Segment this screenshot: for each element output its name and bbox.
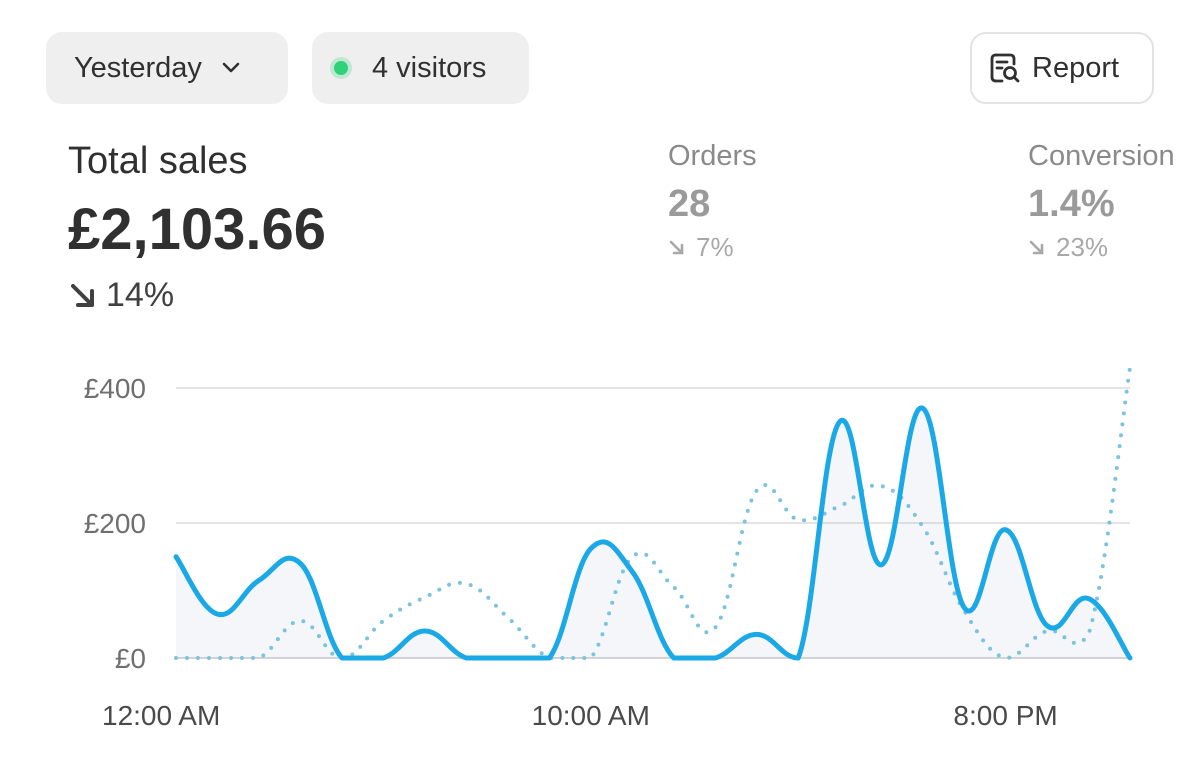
y-tick-label: £0 — [115, 643, 146, 674]
conversion-change: 23% — [1056, 232, 1109, 262]
conversion-value: 1.4% — [1028, 183, 1115, 225]
arrow-down-right-icon — [1029, 240, 1044, 254]
sales-area-fill — [176, 407, 1130, 658]
orders-label: Orders — [668, 140, 757, 172]
orders-value: 28 — [668, 183, 711, 225]
y-tick-label: £400 — [84, 373, 146, 404]
total-sales-change: 14% — [106, 276, 175, 314]
orders-trend: 7% — [668, 232, 734, 263]
conversion-trend: 23% — [1028, 232, 1108, 263]
report-label: Report — [1032, 51, 1120, 84]
arrow-down-right-icon — [71, 283, 94, 307]
total-sales-trend: 14% — [68, 276, 174, 315]
sales-line-chart: £400 £200 £0 12:00 AM 10:00 AM 8:00 PM — [84, 365, 1133, 731]
date-range-label: Yesterday — [74, 51, 202, 84]
chevron-down-icon — [222, 62, 240, 73]
x-tick-label: 12:00 AM — [102, 700, 220, 731]
y-axis-ticks: £400 £200 £0 — [84, 373, 146, 674]
conversion-label: Conversion — [1028, 140, 1175, 172]
sales-series-line — [173, 405, 1133, 661]
date-range-selector[interactable]: Yesterday — [46, 32, 288, 104]
y-tick-label: £200 — [84, 508, 146, 539]
chart-grid — [176, 387, 1130, 659]
x-tick-label: 10:00 AM — [532, 700, 650, 731]
report-search-icon — [990, 53, 1020, 83]
orders-change: 7% — [696, 232, 734, 262]
x-tick-label: 8:00 PM — [953, 700, 1057, 731]
total-sales-value: £2,103.66 — [68, 197, 327, 262]
x-axis-ticks: 12:00 AM 10:00 AM 8:00 PM — [102, 700, 1058, 731]
report-button[interactable]: Report — [970, 32, 1154, 104]
total-sales-title: Total sales — [68, 140, 248, 182]
arrow-down-right-icon — [669, 240, 684, 254]
live-visitors-badge[interactable]: 4 visitors — [312, 32, 529, 104]
live-dot-icon — [334, 61, 348, 75]
visitors-label: 4 visitors — [372, 51, 487, 84]
